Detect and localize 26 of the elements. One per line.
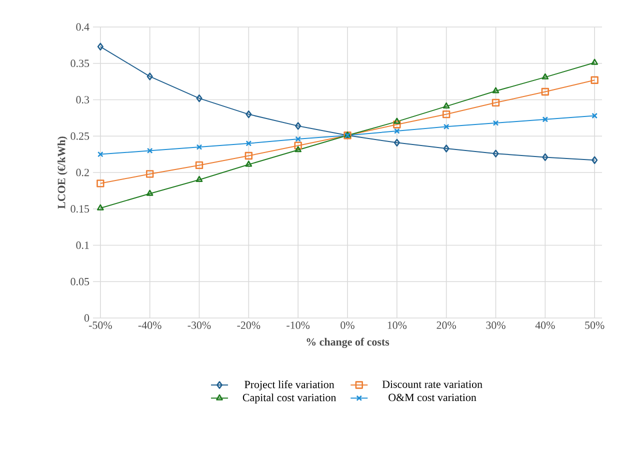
x-axis-title: % change of costs [306, 338, 390, 348]
y-tick-label: 0.15 [70, 205, 90, 213]
y-tick-label: 0.4 [76, 23, 90, 31]
y-tick-label: 0.3 [76, 96, 90, 104]
y-tick-label: 0.1 [76, 242, 89, 249]
x-tick-label: 20% [436, 322, 456, 329]
y-axis-title: LCOE (€/kWh) [58, 136, 68, 209]
x-tick-label: -30% [188, 322, 211, 329]
x-tick-label: 10% [388, 322, 407, 329]
x-tick-label: -40% [138, 322, 162, 329]
y-tick-label: 0.2 [76, 168, 89, 176]
x-tick-label: -20% [237, 322, 260, 329]
legend-label: Project life variation [244, 380, 334, 390]
x-tick-label: -10% [286, 322, 310, 329]
x-tick-label: 50% [585, 322, 604, 329]
y-tick-label: 0.35 [70, 60, 90, 68]
x-tick-label: -50% [88, 322, 112, 329]
x-tick-label: 40% [535, 322, 555, 329]
legend-label: O&M cost variation [388, 394, 476, 402]
y-tick-label: 0.05 [70, 278, 90, 286]
x-tick-label: 0% [340, 322, 354, 329]
legend-label: Discount rate variation [382, 380, 482, 388]
legend-label: Capital cost variation [242, 394, 336, 404]
y-tick-label: 0.25 [70, 132, 90, 140]
y-tick-label: 0 [84, 314, 90, 322]
x-tick-label: 30% [486, 322, 506, 329]
